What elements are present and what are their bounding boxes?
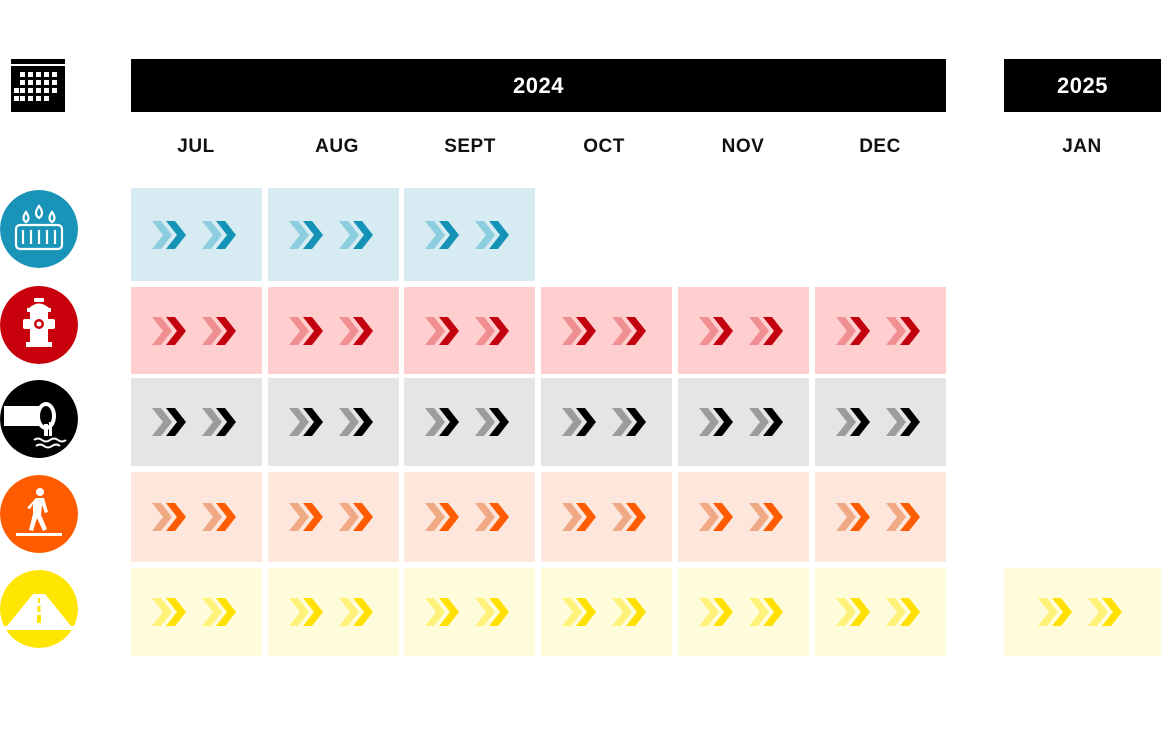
double-chevron-arrows-icon: [288, 220, 373, 249]
double-chevron-arrows-icon: [835, 598, 920, 626]
month-header-nov: NOV: [721, 136, 765, 157]
schedule-cell-pedestrian-sidewalk-dec: [815, 472, 946, 562]
schedule-cell-road-paving-jan: [1004, 568, 1161, 656]
month-header-dec: DEC: [859, 136, 901, 157]
year-label: 2025: [1057, 72, 1108, 98]
schedule-cell-pedestrian-sidewalk-aug: [268, 472, 399, 562]
schedule-cell-sewer-pipe-aug: [268, 378, 399, 466]
schedule-cell-sewer-pipe-jul: [131, 378, 262, 466]
month-header-jan: JAN: [1062, 136, 1102, 157]
double-chevron-arrows-icon: [561, 408, 646, 436]
double-chevron-arrows-icon: [424, 598, 509, 626]
schedule-cell-road-paving-oct: [541, 568, 672, 656]
sewer-pipe-icon: [0, 380, 78, 458]
month-header-sept: SEPT: [444, 136, 496, 157]
double-chevron-arrows-icon: [151, 503, 236, 531]
double-chevron-arrows-icon: [151, 598, 236, 626]
double-chevron-arrows-icon: [698, 316, 783, 345]
schedule-cell-pedestrian-sidewalk-nov: [678, 472, 809, 562]
double-chevron-arrows-icon: [561, 316, 646, 345]
double-chevron-arrows-icon: [288, 598, 373, 626]
schedule-cell-stormwater-drain-aug: [268, 188, 399, 281]
schedule-cell-fire-hydrant-aug: [268, 287, 399, 374]
schedule-cell-fire-hydrant-sept: [404, 287, 535, 374]
double-chevron-arrows-icon: [835, 408, 920, 436]
schedule-cell-road-paving-jul: [131, 568, 262, 656]
year-bar-2024: 2024: [131, 59, 946, 112]
month-header-oct: OCT: [583, 136, 625, 157]
calendar-icon: [11, 59, 65, 112]
year-bar-2025: 2025: [1004, 59, 1161, 112]
schedule-cell-pedestrian-sidewalk-sept: [404, 472, 535, 562]
pedestrian-sidewalk-icon: [0, 475, 78, 553]
schedule-cell-sewer-pipe-nov: [678, 378, 809, 466]
schedule-cell-fire-hydrant-oct: [541, 287, 672, 374]
double-chevron-arrows-icon: [698, 503, 783, 531]
double-chevron-arrows-icon: [288, 408, 373, 436]
month-header-aug: AUG: [315, 136, 359, 157]
double-chevron-arrows-icon: [424, 220, 509, 249]
fire-hydrant-icon: [0, 286, 78, 364]
double-chevron-arrows-icon: [698, 598, 783, 626]
double-chevron-arrows-icon: [561, 598, 646, 626]
double-chevron-arrows-icon: [698, 408, 783, 436]
double-chevron-arrows-icon: [288, 503, 373, 531]
road-paving-icon: [0, 570, 78, 648]
schedule-cell-sewer-pipe-oct: [541, 378, 672, 466]
schedule-cell-road-paving-sept: [404, 568, 535, 656]
double-chevron-arrows-icon: [424, 316, 509, 345]
double-chevron-arrows-icon: [424, 503, 509, 531]
schedule-cell-road-paving-nov: [678, 568, 809, 656]
double-chevron-arrows-icon: [151, 316, 236, 345]
schedule-cell-sewer-pipe-dec: [815, 378, 946, 466]
schedule-cell-road-paving-dec: [815, 568, 946, 656]
double-chevron-arrows-icon: [1037, 598, 1122, 626]
double-chevron-arrows-icon: [561, 503, 646, 531]
double-chevron-arrows-icon: [151, 220, 236, 249]
stormwater-drain-icon: [0, 190, 78, 268]
schedule-cell-sewer-pipe-sept: [404, 378, 535, 466]
schedule-cell-road-paving-aug: [268, 568, 399, 656]
year-label: 2024: [513, 72, 564, 98]
double-chevron-arrows-icon: [835, 503, 920, 531]
month-header-jul: JUL: [177, 136, 215, 157]
schedule-cell-pedestrian-sidewalk-jul: [131, 472, 262, 562]
schedule-cell-fire-hydrant-nov: [678, 287, 809, 374]
schedule-cell-stormwater-drain-jul: [131, 188, 262, 281]
double-chevron-arrows-icon: [835, 316, 920, 345]
double-chevron-arrows-icon: [288, 316, 373, 345]
double-chevron-arrows-icon: [151, 408, 236, 436]
schedule-cell-stormwater-drain-sept: [404, 188, 535, 281]
schedule-cell-pedestrian-sidewalk-oct: [541, 472, 672, 562]
schedule-cell-fire-hydrant-jul: [131, 287, 262, 374]
double-chevron-arrows-icon: [424, 408, 509, 436]
schedule-cell-fire-hydrant-dec: [815, 287, 946, 374]
